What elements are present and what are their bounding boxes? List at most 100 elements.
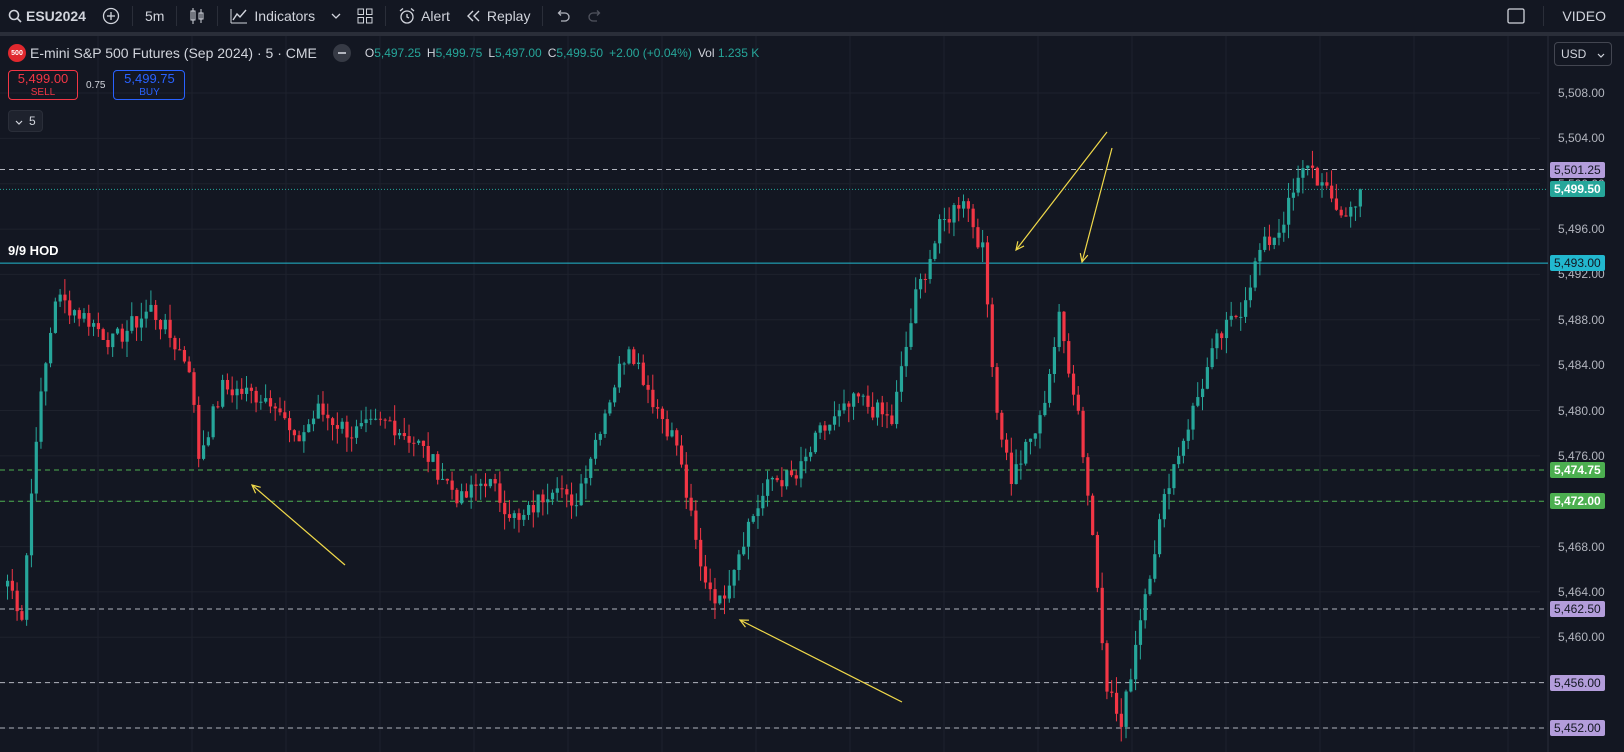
chart-type-button[interactable] [181,0,213,32]
candle-body [1330,185,1334,199]
indicator-collapse-toggle[interactable]: 5 [8,110,43,132]
price-tag[interactable]: 5,501.25 [1550,161,1605,178]
symbol-title[interactable]: E-mini S&P 500 Futures (Sep 2024) · 5 · … [30,45,317,61]
candle-body [154,304,158,321]
candle-body [130,316,134,331]
candle-body [1071,373,1076,395]
annotation-arrow[interactable] [739,619,903,703]
candle-body [1129,679,1133,692]
price-tag[interactable]: 5,472.00 [1550,493,1605,510]
candle-body [1277,232,1281,238]
indicators-label: Indicators [254,8,316,24]
replay-button[interactable]: Replay [458,0,539,32]
candle-body [1028,438,1033,442]
annotation-arrow[interactable] [251,484,346,566]
candle-body [507,514,512,518]
candle-body [660,408,665,420]
candle-body [761,495,765,509]
video-button[interactable]: VIDEO [1562,8,1606,24]
candle-body [895,391,899,425]
candle-body [374,418,378,420]
open-value: 5,497.25 [374,46,421,60]
candle-body [1296,177,1300,193]
candle-body [1177,455,1181,465]
candle-body [25,555,29,620]
price-tick-label: 5,504.00 [1558,131,1605,146]
candle-body [574,505,579,507]
currency-select[interactable]: USD [1554,42,1612,66]
interval-button[interactable]: 5m [144,8,165,24]
candle-body [460,491,464,504]
annotation-arrow[interactable] [1081,147,1113,263]
candle-body [694,510,698,540]
candle-body [1119,713,1123,727]
candle-body [216,406,220,408]
candle-body [751,516,755,522]
candle-body [278,408,282,413]
candle-body [187,361,191,373]
rewind-icon [466,10,482,22]
candle-body [340,421,344,429]
candle-body [555,488,559,493]
low-label: L [488,46,495,60]
candle-body [1201,388,1205,398]
candle-body [890,415,894,425]
price-tag[interactable]: 5,493.00 [1550,255,1605,272]
candle-body [139,318,144,328]
fullscreen-button[interactable] [1493,0,1539,32]
candle-body [732,569,736,586]
candle-body [82,313,86,319]
candle-body [1191,405,1195,430]
candle-body [135,316,139,328]
layouts-button[interactable] [349,0,381,32]
candle-body [1043,402,1047,416]
candle-body [823,425,827,431]
low-value: 5,497.00 [495,46,542,60]
sell-button[interactable]: 5,499.00 SELL [8,70,78,100]
candle-body [546,499,550,503]
price-tag[interactable]: 5,499.50 [1550,181,1605,198]
candle-body [354,426,359,438]
indicators-button[interactable]: Indicators [222,0,323,32]
undo-button[interactable] [547,0,579,32]
high-value: 5,499.75 [435,46,483,60]
replay-label: Replay [486,8,531,24]
candle-body [598,433,602,440]
candle-body [861,395,865,397]
plus-circle-icon [102,7,120,25]
alert-button[interactable]: Alert [390,0,458,32]
price-tag[interactable]: 5,452.00 [1550,720,1605,736]
compare-symbol-button[interactable] [94,0,128,32]
candle-body [617,363,622,388]
redo-button[interactable] [579,0,611,32]
candle-body [297,435,301,442]
hide-series-icon[interactable] [332,44,351,62]
candle-body [72,310,77,316]
indicators-icon [230,8,248,24]
candle-body [1091,495,1095,536]
price-tag[interactable]: 5,462.50 [1550,600,1605,617]
candle-body [1067,341,1071,374]
price-tick-label: 5,488.00 [1558,312,1605,327]
price-chart[interactable] [0,36,1624,752]
symbol-search-button[interactable]: ESU2024 [0,0,94,32]
annotation-arrow[interactable] [1015,131,1108,251]
price-tag[interactable]: 5,456.00 [1550,674,1605,691]
candle-body [292,430,296,436]
price-tag[interactable]: 5,474.75 [1550,462,1605,479]
candle-body [656,407,660,409]
candle-body [1224,319,1229,339]
candle-body [96,323,101,330]
price-tick-label: 5,484.00 [1558,358,1605,373]
candle-body [283,412,287,419]
candle-body [589,458,593,478]
indicators-dropdown[interactable] [323,0,349,32]
candle-body [1339,209,1343,216]
candle-body [10,580,14,591]
buy-button[interactable]: 5,499.75 BUY [113,70,186,100]
candle-body [1229,315,1233,320]
candle-body [670,430,674,437]
candle-body [259,401,263,403]
candle-body [699,539,703,567]
close-label: C [547,46,557,60]
